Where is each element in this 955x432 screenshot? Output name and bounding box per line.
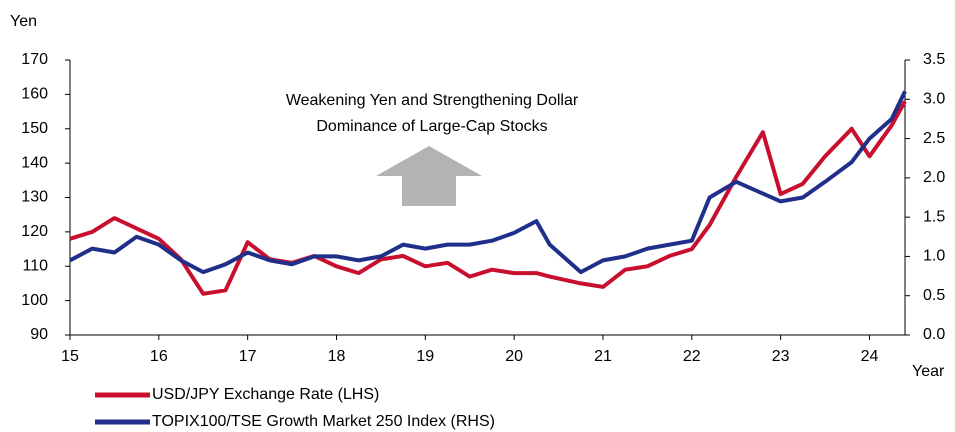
y-tick-label: 100: [21, 292, 48, 309]
x-tick-label: 17: [239, 348, 257, 365]
y2-tick-label: 3.5: [923, 51, 945, 68]
series-line: [69, 100, 907, 296]
x-tick-label: 23: [772, 348, 790, 365]
y2-tick-label: 1.5: [923, 208, 945, 225]
annotation: Dominance of Large-Cap Stocks: [316, 118, 547, 135]
y-tick-label: 110: [22, 257, 48, 274]
y-tick-label: 120: [21, 223, 48, 240]
x-tick-label: 20: [505, 348, 523, 365]
y2-tick-label: 2.5: [923, 130, 945, 147]
x-tick-label: 21: [594, 348, 612, 365]
legend-label: USD/JPY Exchange Rate (LHS): [152, 386, 379, 403]
y-axis-label: Yen: [10, 13, 37, 30]
x-tick-label: 24: [861, 348, 879, 365]
y-tick-label: 170: [21, 51, 48, 68]
series-line: [69, 90, 907, 275]
y2-tick-label: 2.0: [923, 169, 945, 186]
x-tick-label: 18: [328, 348, 346, 365]
y2-tick-label: 0.5: [923, 287, 945, 304]
y2-tick-label: 1.0: [923, 248, 945, 265]
y2-tick-label: 0.0: [923, 326, 945, 343]
y-tick-label: 90: [30, 326, 48, 343]
y2-tick-label: 3.0: [923, 91, 945, 108]
annotation: Weakening Yen and Strengthening Dollar: [286, 92, 579, 109]
legend-label: TOPIX100/TSE Growth Market 250 Index (RH…: [152, 413, 495, 430]
arrow: [376, 146, 482, 206]
y-tick-label: 140: [21, 154, 48, 171]
y-tick-label: 130: [21, 189, 48, 206]
x-tick-label: 22: [683, 348, 701, 365]
x-tick-label: 16: [150, 348, 168, 365]
x-tick-label: 15: [61, 348, 79, 365]
x-tick-label: 19: [416, 348, 434, 365]
x-axis-label: Year: [912, 363, 945, 380]
y-tick-label: 150: [21, 120, 48, 137]
y-tick-label: 160: [21, 86, 48, 103]
